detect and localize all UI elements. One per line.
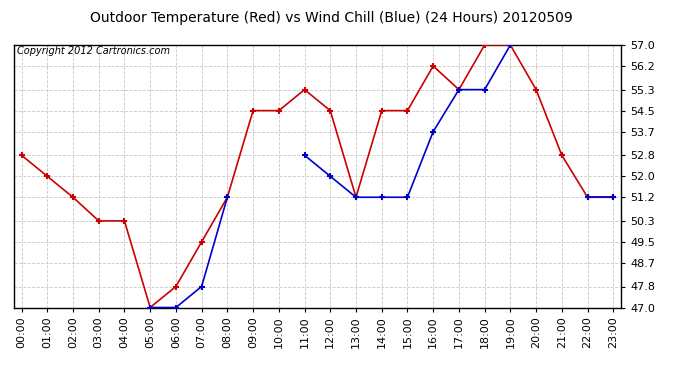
Text: Copyright 2012 Cartronics.com: Copyright 2012 Cartronics.com — [17, 46, 170, 56]
Text: Outdoor Temperature (Red) vs Wind Chill (Blue) (24 Hours) 20120509: Outdoor Temperature (Red) vs Wind Chill … — [90, 11, 573, 25]
